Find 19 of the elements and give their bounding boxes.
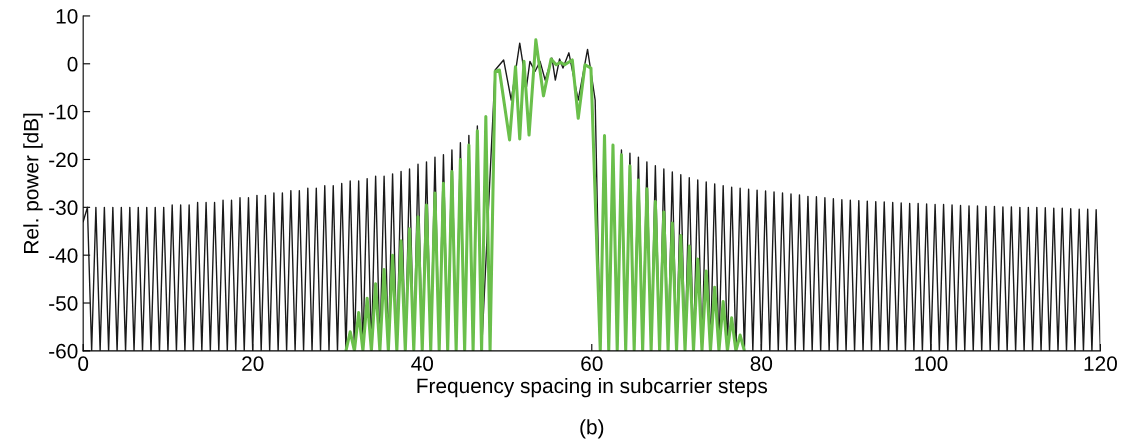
x-tick-label: 20 [242,356,264,372]
y-tick-label: -50 [49,296,78,311]
x-tick-label: 80 [750,356,773,372]
x-tick-label: 40 [411,356,434,372]
y-tick-label: -20 [49,152,78,168]
y-tick-label: -30 [49,200,78,216]
x-tick-label: 120 [1084,356,1117,372]
y-tick-label: 10 [56,8,78,24]
y-tick-label: 0 [67,56,78,72]
x-axis-title: Frequency spacing in subcarrier steps [417,377,768,398]
line-series [344,38,746,351]
x-tick-label: 100 [915,356,948,372]
y-tick-label: -60 [49,343,78,359]
x-tick-label: 60 [581,356,603,372]
x-tick-label: 0 [78,356,89,372]
y-axis-title: Rel. power [dB] [23,113,43,253]
y-tick-label: -40 [49,248,78,263]
y-tick-label: -10 [49,104,78,120]
text: (b) [580,419,604,439]
